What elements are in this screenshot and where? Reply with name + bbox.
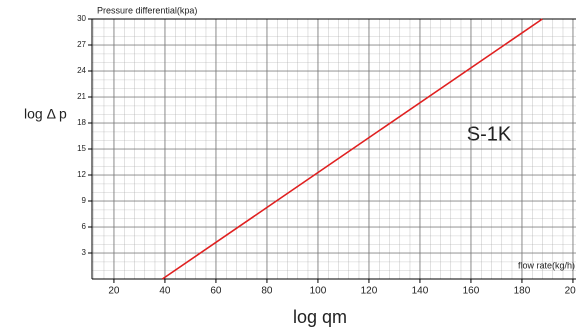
x-label: flow rate(kg/h) (518, 260, 575, 270)
series-line (161, 18, 543, 280)
y-tick-label: 15 (77, 144, 86, 153)
x-tick-label: 20 (108, 286, 120, 297)
y-tick-label: 27 (77, 40, 86, 49)
y-label: Pressure differential(kpa) (97, 5, 197, 15)
x-tick-label: 100 (310, 286, 327, 297)
x-tick-label: 180 (514, 286, 531, 297)
y-tick-label: 30 (77, 14, 86, 23)
y-axis-title: log Δ p (24, 106, 67, 122)
x-tick-label: 120 (361, 286, 378, 297)
y-tick-label: 3 (82, 248, 87, 257)
y-tick-label: 9 (82, 196, 87, 205)
x-axis-title: log qm (293, 307, 347, 327)
x-tick-label: 40 (159, 286, 171, 297)
x-tick-label: 200 (565, 286, 576, 297)
x-tick-label: 80 (261, 286, 273, 297)
annotation: S-1K (467, 123, 512, 145)
y-tick-label: 24 (77, 66, 86, 75)
x-tick-label: 60 (210, 286, 222, 297)
y-tick-label: 21 (77, 92, 86, 101)
x-tick-label: 140 (412, 286, 429, 297)
y-tick-label: 18 (77, 118, 86, 127)
y-tick-label: 6 (82, 222, 87, 231)
y-tick-label: 12 (77, 170, 86, 179)
x-tick-label: 160 (463, 286, 480, 297)
